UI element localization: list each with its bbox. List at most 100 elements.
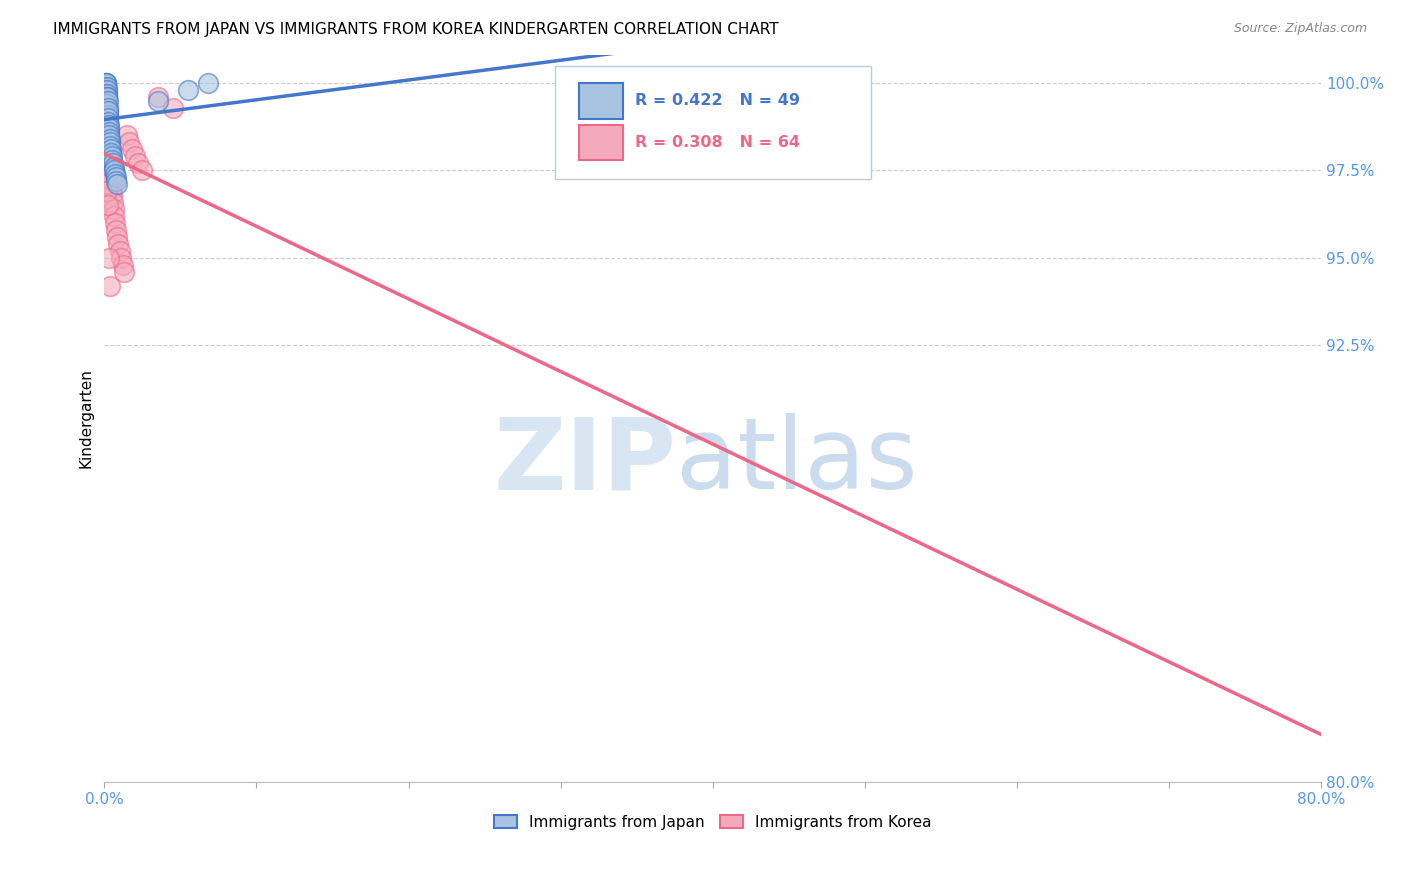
Point xyxy=(94,101,117,115)
Point xyxy=(97,103,120,118)
Point xyxy=(97,118,120,132)
Point xyxy=(105,229,128,244)
Point xyxy=(97,94,120,108)
Point xyxy=(100,160,122,174)
Point xyxy=(96,178,118,192)
Point xyxy=(94,107,117,121)
Point xyxy=(94,94,117,108)
Point xyxy=(97,114,120,128)
Point xyxy=(100,139,122,153)
Point xyxy=(96,107,118,121)
Point xyxy=(97,107,120,121)
Point xyxy=(94,76,117,90)
Point xyxy=(101,156,124,170)
Point xyxy=(96,90,118,104)
Point xyxy=(100,145,122,160)
Point xyxy=(94,90,117,104)
Point xyxy=(96,156,118,170)
Point xyxy=(96,149,118,163)
Point xyxy=(98,145,121,160)
Point xyxy=(96,101,118,115)
Point xyxy=(98,278,121,293)
Point xyxy=(107,236,129,251)
Point xyxy=(98,136,121,150)
Point xyxy=(97,132,120,146)
Point xyxy=(97,118,120,132)
Point xyxy=(96,83,118,97)
Point xyxy=(104,216,127,230)
Point xyxy=(96,103,118,118)
FancyBboxPatch shape xyxy=(554,66,870,178)
Point xyxy=(97,111,120,125)
Point xyxy=(111,258,134,272)
Text: ZIP: ZIP xyxy=(494,414,676,510)
Point xyxy=(105,174,128,188)
Point xyxy=(94,94,117,108)
Point xyxy=(101,187,124,202)
Point xyxy=(97,198,120,212)
Text: IMMIGRANTS FROM JAPAN VS IMMIGRANTS FROM KOREA KINDERGARTEN CORRELATION CHART: IMMIGRANTS FROM JAPAN VS IMMIGRANTS FROM… xyxy=(53,22,779,37)
Point xyxy=(96,79,118,94)
Point xyxy=(96,107,118,121)
Point xyxy=(94,121,117,136)
Point xyxy=(96,87,118,101)
Point xyxy=(100,167,122,181)
Point xyxy=(94,114,117,128)
Point xyxy=(97,251,120,265)
Point xyxy=(100,181,122,195)
Point xyxy=(96,90,118,104)
Point xyxy=(96,128,118,143)
Point xyxy=(96,83,118,97)
Point xyxy=(96,136,118,150)
Point xyxy=(96,143,118,157)
Point xyxy=(94,83,117,97)
Point xyxy=(96,97,118,112)
Point xyxy=(94,97,117,112)
Point xyxy=(97,103,120,118)
Point xyxy=(96,94,118,108)
Legend: Immigrants from Japan, Immigrants from Korea: Immigrants from Japan, Immigrants from K… xyxy=(488,808,938,836)
Point xyxy=(118,136,141,150)
Point xyxy=(97,121,120,136)
Point xyxy=(124,149,146,163)
Point xyxy=(101,153,124,167)
Point xyxy=(104,167,127,181)
Point xyxy=(96,76,118,90)
Point xyxy=(97,114,120,128)
Point xyxy=(110,251,132,265)
Point xyxy=(103,163,125,178)
Point xyxy=(94,76,117,90)
Point xyxy=(98,132,121,146)
Point xyxy=(162,101,184,115)
Point xyxy=(96,101,118,115)
Point xyxy=(96,90,118,104)
Point xyxy=(121,143,143,157)
Point xyxy=(103,209,125,223)
Point xyxy=(97,101,120,115)
Point xyxy=(98,153,121,167)
Point xyxy=(94,101,117,115)
Point xyxy=(96,87,118,101)
Point xyxy=(100,143,122,157)
Point xyxy=(105,178,128,192)
Point xyxy=(96,103,118,118)
Point xyxy=(96,170,118,185)
Point xyxy=(96,111,118,125)
Text: R = 0.422   N = 49: R = 0.422 N = 49 xyxy=(636,94,800,109)
Point xyxy=(100,174,122,188)
Text: R = 0.308   N = 64: R = 0.308 N = 64 xyxy=(636,135,800,150)
Point xyxy=(94,79,117,94)
Point xyxy=(97,111,120,125)
Point xyxy=(96,94,118,108)
Point xyxy=(131,163,153,178)
Point xyxy=(96,97,118,112)
Point xyxy=(96,163,118,178)
Point xyxy=(104,223,127,237)
Point xyxy=(97,125,120,139)
Point xyxy=(96,97,118,112)
Point xyxy=(103,160,125,174)
Point xyxy=(96,103,118,118)
Point xyxy=(96,101,118,115)
Point xyxy=(104,170,127,185)
FancyBboxPatch shape xyxy=(579,125,623,161)
